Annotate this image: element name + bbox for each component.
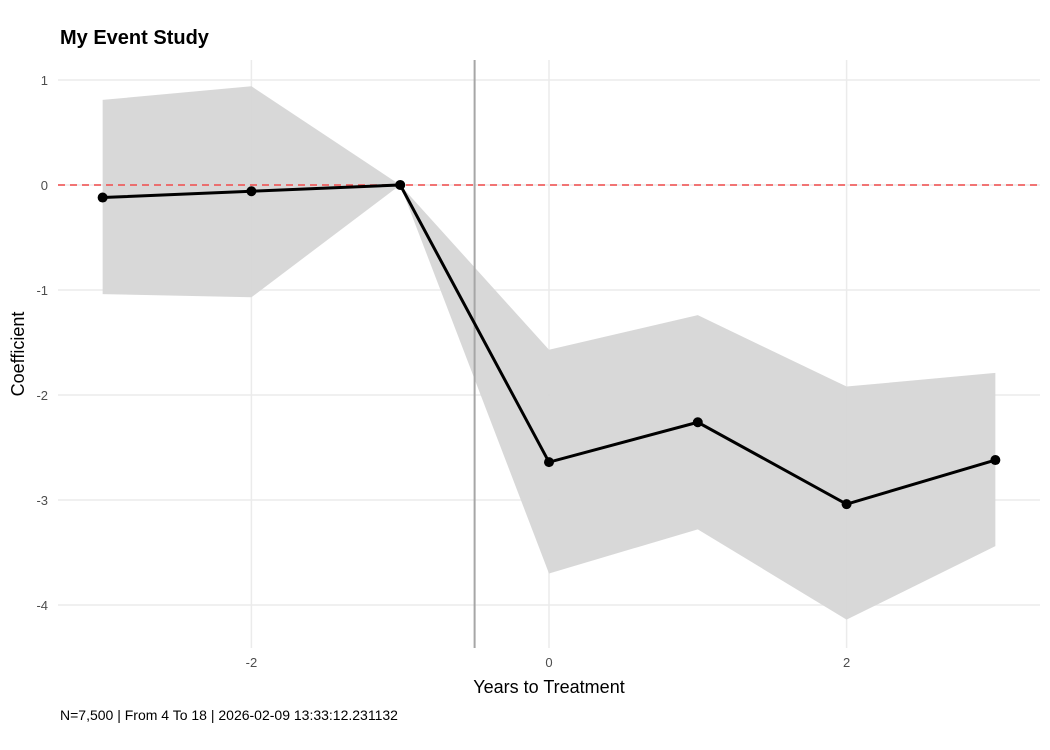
reference-lines: [58, 60, 1040, 648]
y-tick-label: 0: [41, 178, 48, 193]
estimate-point: [97, 192, 108, 203]
x-tick-label: 0: [545, 655, 552, 670]
estimate-point: [841, 499, 852, 510]
tick-labels: -2 0 2 1 0 -1 -2 -3 -4: [36, 73, 850, 670]
confidence-band-layer: [102, 86, 996, 620]
y-tick-label: -4: [36, 598, 48, 613]
y-axis-title: Coefficient: [8, 312, 28, 397]
estimate-point: [990, 455, 1001, 466]
x-axis-title: Years to Treatment: [473, 677, 624, 697]
y-tick-label: -1: [36, 283, 48, 298]
estimate-point: [246, 186, 257, 197]
estimate-point: [544, 457, 554, 468]
x-tick-label: 2: [843, 655, 850, 670]
y-tick-label: 1: [41, 73, 48, 88]
estimate-point: [395, 179, 406, 190]
confidence-band: [102, 86, 996, 620]
chart-title: My Event Study: [60, 27, 210, 49]
estimate-point: [692, 417, 703, 428]
estimate-series: [97, 179, 1001, 510]
chart-caption: N=7,500 | From 4 To 18 | 2026-02-09 13:3…: [60, 707, 398, 723]
x-tick-label: -2: [246, 655, 258, 670]
y-tick-label: -2: [36, 388, 48, 403]
y-tick-label: -3: [36, 493, 48, 508]
